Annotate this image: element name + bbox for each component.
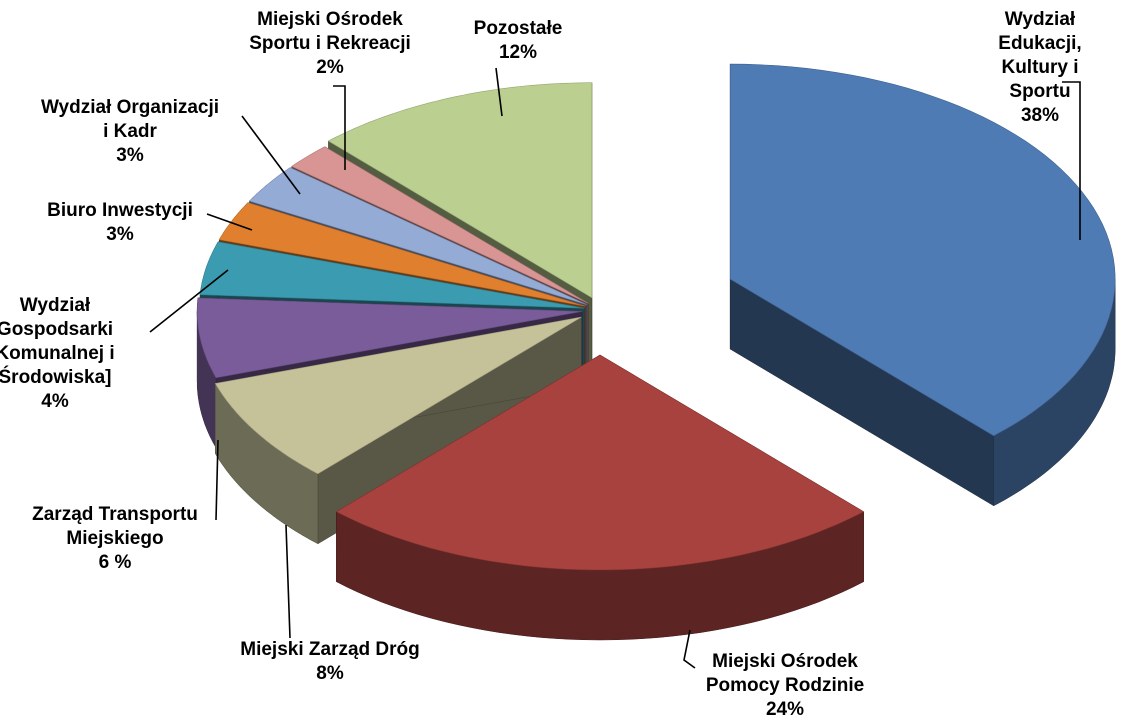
- data-label: Wydział Organizacji i Kadr 3%: [41, 96, 219, 168]
- leader-line: [1062, 81, 1081, 240]
- value-label: 38%: [1020, 105, 1060, 126]
- category-label: Wydział Organizacji i Kadr: [40, 97, 220, 142]
- value-label: 12%: [498, 42, 538, 63]
- value-label: 3%: [106, 224, 134, 245]
- data-label: Miejski Ośrodek Pomocy Rodzinie 24%: [706, 650, 864, 722]
- category-label: Biuro Inwestycji: [47, 200, 193, 221]
- slice: [196, 297, 583, 379]
- slices: [196, 63, 1116, 641]
- data-label: Wydział Edukacji, Kultury i Sportu 38%: [990, 8, 1091, 128]
- data-label: Wydział Gospodsarki Komunalnej i Środowi…: [0, 294, 115, 414]
- slice: [199, 241, 585, 309]
- leader-line: [241, 115, 301, 195]
- value-label: 4%: [41, 391, 69, 412]
- data-label: Pozostałe 12%: [474, 17, 563, 65]
- leader-line: [285, 524, 291, 639]
- value-label: 2%: [316, 57, 344, 78]
- category-label: Miejski Zarząd Dróg: [240, 639, 420, 660]
- data-label: Miejski Ośrodek Sportu i Rekreacji 2%: [249, 8, 411, 80]
- leader-line: [495, 67, 503, 117]
- slice: [327, 82, 593, 299]
- leader-line: [149, 269, 229, 333]
- data-label: Zarząd Transportu Miejskiego 6 %: [32, 503, 198, 575]
- category-label: Miejski Ośrodek Sportu i Rekreacji: [249, 9, 411, 54]
- leader-line: [683, 629, 696, 669]
- slice: [729, 63, 1116, 437]
- leader-line: [206, 213, 253, 231]
- value-label: 3%: [116, 145, 144, 166]
- leader-line: [215, 439, 219, 521]
- slice: [218, 202, 586, 307]
- slice: [335, 354, 865, 571]
- value-label: 24%: [765, 699, 805, 720]
- data-label: Miejski Zarząd Dróg 8%: [240, 638, 420, 686]
- category-label: Zarząd Transportu Miejskiego: [32, 504, 198, 549]
- category-label: Wydział Gospodsarki Komunalnej i Środowi…: [0, 295, 115, 388]
- category-label: Pozostałe: [473, 18, 563, 39]
- data-label: Biuro Inwestycji 3%: [47, 199, 193, 247]
- category-label: Miejski Ośrodek Pomocy Rodzinie: [705, 651, 865, 696]
- slice: [214, 316, 582, 475]
- category-label: Wydział Edukacji, Kultury i Sportu: [998, 9, 1082, 102]
- value-label: 8%: [316, 663, 344, 684]
- value-label: 6 %: [98, 552, 132, 573]
- leader-line: [333, 85, 346, 170]
- slice: [291, 146, 589, 304]
